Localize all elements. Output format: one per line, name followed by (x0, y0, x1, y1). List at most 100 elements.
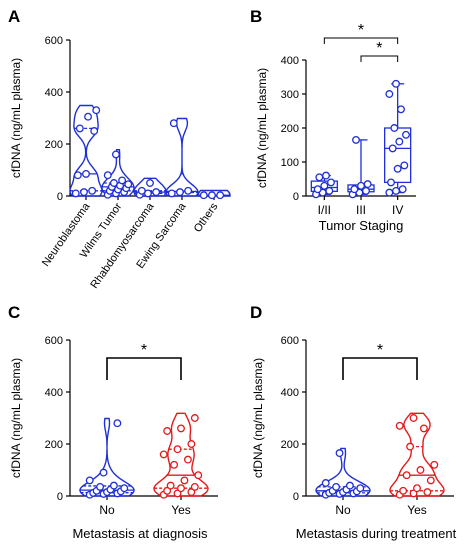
data-point (322, 171, 330, 180)
y-tick-label: 400 (45, 87, 63, 99)
data-point (399, 486, 408, 495)
data-point (152, 188, 161, 197)
panel-d: D 0 200 400 600 cfDNA (ng/mL plasma) No Yes Meta… (250, 303, 457, 541)
y-tick-label: 200 (45, 439, 63, 451)
y-tick-label: 200 (281, 439, 299, 451)
x-tick-label: I/II (318, 203, 331, 217)
data-point (190, 414, 199, 422)
x-tick-label: No (99, 503, 115, 517)
panel-c: C 0 200 400 600 cfDNA (ng/mL plasma) No Yes Meta… (8, 303, 218, 541)
data-point (327, 178, 335, 187)
x-axis-label: Tumor Staging (319, 218, 404, 233)
data-point (313, 185, 322, 194)
x-tick-label: IV (392, 203, 403, 217)
significance-bracket (323, 37, 399, 44)
data-point (406, 442, 415, 451)
data-point (357, 181, 365, 190)
data-point (73, 171, 82, 180)
data-point (393, 164, 402, 173)
significance-star: * (376, 40, 382, 57)
data-point (352, 135, 360, 144)
y-tick-label: 0 (293, 491, 299, 503)
data-point (194, 471, 203, 480)
y-tick-label: 600 (45, 335, 63, 347)
data-point (159, 450, 168, 459)
y-tick-label: 400 (45, 387, 63, 399)
y-tick-label: 200 (281, 123, 299, 135)
data-point (423, 488, 432, 497)
data-point (320, 181, 329, 190)
data-point (183, 455, 192, 464)
data-point (345, 481, 354, 490)
y-tick-label: 600 (45, 35, 63, 47)
data-point (146, 179, 154, 187)
data-point (208, 191, 216, 200)
y-tick-label: 0 (57, 191, 63, 203)
data-point (166, 481, 175, 490)
y-tick-label: 200 (45, 139, 63, 151)
data-point (169, 119, 178, 128)
x-tick-label: No (335, 503, 351, 517)
data-point (112, 150, 120, 159)
x-tick-label: III (356, 203, 366, 217)
x-tick-label: Others (192, 200, 221, 234)
y-tick-label: 400 (281, 387, 299, 399)
data-point (184, 186, 193, 195)
data-point (71, 189, 80, 198)
data-point (216, 191, 225, 200)
data-point (109, 179, 118, 187)
data-point (113, 419, 122, 428)
x-tick-label: Yes (407, 503, 427, 517)
data-point (177, 484, 185, 493)
data-point (118, 176, 127, 185)
data-point (402, 471, 411, 480)
data-point (325, 186, 334, 195)
data-point (397, 105, 405, 114)
data-point (120, 484, 129, 493)
y-tick-label: 300 (281, 89, 299, 101)
data-point (187, 440, 196, 448)
data-point (385, 90, 394, 98)
data-point (88, 186, 97, 195)
data-point (75, 124, 84, 133)
y-axis-label: cfDNA (ng/mL plasma) (255, 68, 269, 188)
panel-b: B 0 100 200 300 400 cfDNA (ng/mL plasma) I/II II… (250, 7, 416, 233)
y-axis-label: cfDNA (ng/mL plasma) (9, 58, 23, 178)
data-point (350, 185, 359, 194)
x-axis-label: Metastasis during treatment (296, 526, 457, 541)
x-tick-label: Yes (171, 503, 191, 517)
y-tick-label: 0 (293, 191, 299, 203)
data-point (80, 188, 88, 197)
data-point (413, 484, 421, 493)
data-point (176, 188, 184, 197)
violin-shape (153, 412, 209, 497)
data-point (124, 180, 133, 189)
data-point (390, 124, 399, 132)
violin-shape (165, 117, 199, 197)
data-point (173, 445, 182, 454)
data-point (392, 79, 400, 88)
data-point (416, 466, 425, 474)
data-point (321, 479, 330, 487)
data-point (402, 130, 410, 139)
data-point (388, 144, 397, 153)
data-point (99, 468, 108, 477)
data-point (363, 180, 372, 189)
y-tick-label: 600 (281, 335, 299, 347)
data-point (335, 449, 344, 458)
data-point (180, 476, 189, 485)
data-point (332, 482, 341, 491)
violin-shape (79, 417, 135, 497)
data-point (103, 171, 112, 180)
data-point (170, 460, 179, 469)
panel-letter: A (8, 7, 20, 26)
data-point (419, 424, 428, 433)
panel-letter: D (250, 303, 262, 322)
data-point (315, 173, 324, 182)
x-axis-label: Metastasis at diagnosis (72, 526, 208, 541)
data-point (400, 161, 409, 170)
significance-star: * (141, 342, 147, 359)
significance-star: * (377, 342, 383, 359)
data-point (395, 137, 404, 146)
